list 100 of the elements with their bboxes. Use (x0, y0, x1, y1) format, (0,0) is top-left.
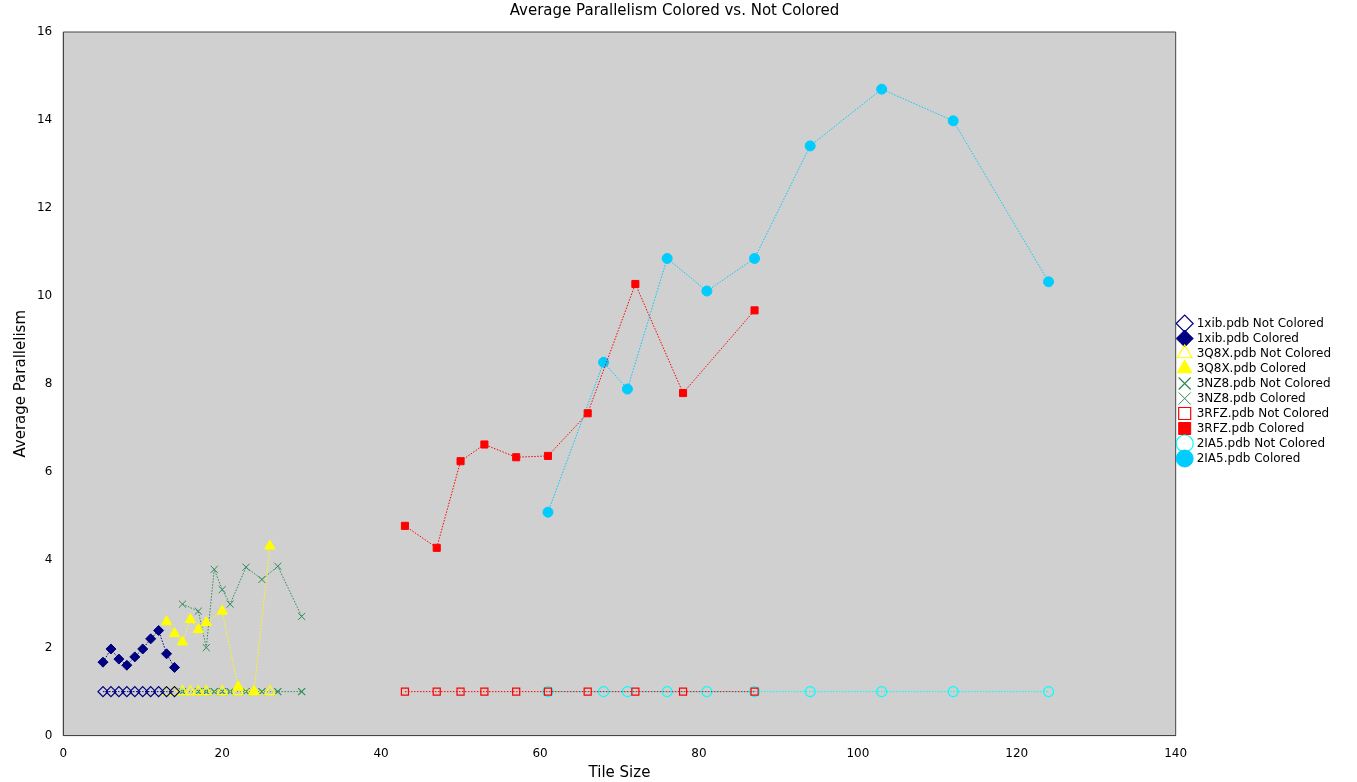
point (121, 659, 133, 671)
point (184, 685, 197, 696)
point (176, 635, 189, 646)
point (543, 451, 552, 460)
x-tick-label: 80 (691, 745, 707, 760)
point (1042, 686, 1055, 698)
point (749, 252, 761, 264)
x-tick-label: 60 (532, 745, 548, 760)
point (583, 409, 592, 418)
point (432, 543, 441, 552)
y-tick-label: 6 (44, 463, 53, 478)
point (701, 686, 713, 698)
legend-label: 3NZ8.pdb Colored (1196, 390, 1306, 405)
legend-label: 3NZ8.pdb Not Colored (1196, 375, 1331, 390)
x-tick-label: 100 (846, 745, 870, 760)
point (264, 539, 276, 550)
point (226, 687, 235, 696)
point (947, 686, 959, 698)
point (400, 521, 409, 530)
point (257, 575, 266, 584)
point (876, 83, 888, 95)
point (750, 306, 759, 315)
point (145, 633, 157, 645)
point (105, 643, 117, 655)
x-axis-title: Tile Size (587, 762, 651, 781)
point (456, 687, 465, 696)
point (153, 625, 165, 636)
point (216, 604, 228, 615)
point (169, 661, 181, 673)
point (400, 687, 410, 696)
point (631, 279, 640, 289)
point (178, 600, 187, 609)
point (113, 686, 125, 698)
point (210, 565, 219, 574)
point (631, 687, 640, 696)
legend-label: 1xib.pdb Not Colored (1196, 315, 1324, 330)
point (160, 615, 173, 626)
point (145, 686, 157, 698)
point (661, 252, 673, 264)
point (241, 563, 251, 572)
point (432, 687, 441, 696)
point (168, 627, 181, 638)
point (153, 686, 165, 698)
point (192, 623, 205, 634)
point (273, 687, 282, 696)
x-tick-label: 140 (1164, 745, 1188, 760)
point (113, 653, 125, 665)
y-tick-label: 10 (36, 287, 53, 302)
point (297, 612, 306, 621)
point (202, 643, 211, 652)
legend-label: 3RFZ.pdb Colored (1196, 420, 1305, 435)
point (804, 686, 816, 698)
legend-label: 3Q8X.pdb Not Colored (1196, 345, 1332, 360)
point (273, 562, 282, 571)
point (137, 643, 149, 655)
x-tick-label: 0 (59, 745, 68, 760)
chart-title: Average Parallelism Colored vs. Not Colored (509, 0, 840, 19)
legend-label: 1xib.pdb Colored (1196, 330, 1299, 345)
legend-label: 2IA5.pdb Colored (1196, 450, 1301, 465)
point (210, 687, 219, 696)
point (97, 656, 109, 668)
point (583, 687, 592, 696)
point (129, 686, 141, 698)
point (137, 686, 149, 698)
y-tick-label: 4 (44, 551, 53, 566)
point (161, 648, 173, 660)
point (804, 140, 816, 152)
point (297, 687, 306, 696)
point (621, 383, 633, 395)
point (257, 687, 267, 696)
y-tick-label: 8 (44, 375, 53, 390)
point (480, 440, 489, 449)
y-tick-label: 16 (36, 24, 53, 39)
point (661, 686, 673, 698)
point (105, 686, 117, 698)
point (241, 687, 251, 696)
legend-label: 3RFZ.pdb Not Colored (1196, 405, 1330, 420)
point (200, 616, 212, 627)
point (512, 453, 521, 462)
point (621, 686, 634, 698)
point (598, 356, 610, 368)
legend-label: 3Q8X.pdb Colored (1196, 360, 1307, 375)
point (1043, 276, 1055, 288)
point (121, 686, 133, 698)
point (480, 687, 489, 696)
point (264, 685, 276, 696)
point (876, 686, 888, 698)
point (512, 687, 521, 696)
x-tick-label: 40 (373, 745, 389, 760)
y-tick-label: 0 (44, 727, 53, 742)
point (597, 686, 610, 698)
x-tick-label: 120 (1005, 745, 1029, 760)
y-tick-label: 14 (36, 112, 53, 127)
point (679, 389, 688, 398)
y-tick-label: 2 (44, 639, 53, 654)
point (97, 686, 109, 698)
point (701, 285, 713, 297)
point (129, 651, 141, 663)
y-tick-label: 12 (36, 200, 53, 215)
point (194, 607, 203, 616)
